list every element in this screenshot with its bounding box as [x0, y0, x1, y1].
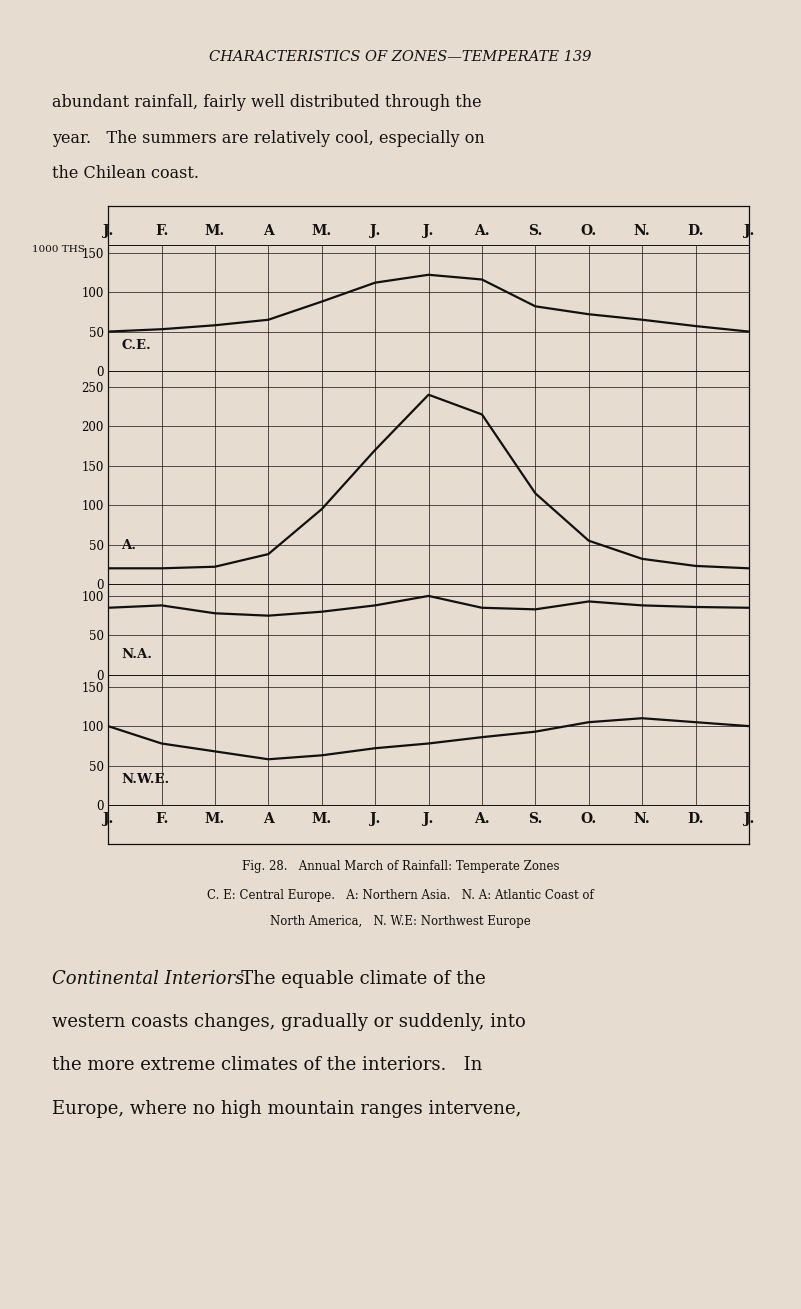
Text: abundant rainfall, fairly well distributed through the: abundant rainfall, fairly well distribut… [52, 94, 481, 111]
Text: year.   The summers are relatively cool, especially on: year. The summers are relatively cool, e… [52, 130, 485, 147]
Text: western coasts changes, gradually or suddenly, into: western coasts changes, gradually or sud… [52, 1013, 525, 1031]
Text: C. E: Central Europe.   A: Northern Asia.   N. A: Atlantic Coast of: C. E: Central Europe. A: Northern Asia. … [207, 889, 594, 902]
Text: F.: F. [155, 224, 168, 238]
Text: J.: J. [370, 812, 380, 826]
Text: A.: A. [474, 812, 489, 826]
Text: A: A [263, 812, 274, 826]
Text: 1000 THS: 1000 THS [32, 245, 85, 254]
Text: N.: N. [634, 224, 650, 238]
Text: N.A.: N.A. [122, 648, 152, 661]
Text: J.: J. [744, 224, 754, 238]
Text: A.: A. [122, 539, 136, 552]
Text: M.: M. [205, 224, 225, 238]
Text: J.: J. [744, 812, 754, 826]
Text: J.: J. [103, 224, 113, 238]
Text: Europe, where no high mountain ranges intervene,: Europe, where no high mountain ranges in… [52, 1100, 521, 1118]
Text: M.: M. [205, 812, 225, 826]
Text: the more extreme climates of the interiors.   In: the more extreme climates of the interio… [52, 1056, 482, 1075]
Text: O.: O. [581, 812, 597, 826]
Text: O.: O. [581, 224, 597, 238]
Text: N.: N. [634, 812, 650, 826]
Text: A: A [263, 224, 274, 238]
Text: Fig. 28.   Annual March of Rainfall: Temperate Zones: Fig. 28. Annual March of Rainfall: Tempe… [242, 860, 559, 873]
Text: J.: J. [370, 224, 380, 238]
Text: S.: S. [528, 812, 542, 826]
Text: Continental Interiors.: Continental Interiors. [52, 970, 250, 988]
Text: J.: J. [424, 812, 433, 826]
Text: J.: J. [103, 812, 113, 826]
Text: A.: A. [474, 224, 489, 238]
Text: the Chilean coast.: the Chilean coast. [52, 165, 199, 182]
Text: N.W.E.: N.W.E. [122, 772, 170, 785]
Text: S.: S. [528, 224, 542, 238]
Text: The equable climate of the: The equable climate of the [224, 970, 486, 988]
Text: D.: D. [687, 812, 704, 826]
Text: M.: M. [312, 224, 332, 238]
Text: M.: M. [312, 812, 332, 826]
Text: F.: F. [155, 812, 168, 826]
Text: J.: J. [424, 224, 433, 238]
Text: C.E.: C.E. [122, 339, 151, 352]
Text: CHARACTERISTICS OF ZONES—TEMPERATE 139: CHARACTERISTICS OF ZONES—TEMPERATE 139 [209, 50, 592, 64]
Text: D.: D. [687, 224, 704, 238]
Text: North America,   N. W.E: Northwest Europe: North America, N. W.E: Northwest Europe [270, 915, 531, 928]
